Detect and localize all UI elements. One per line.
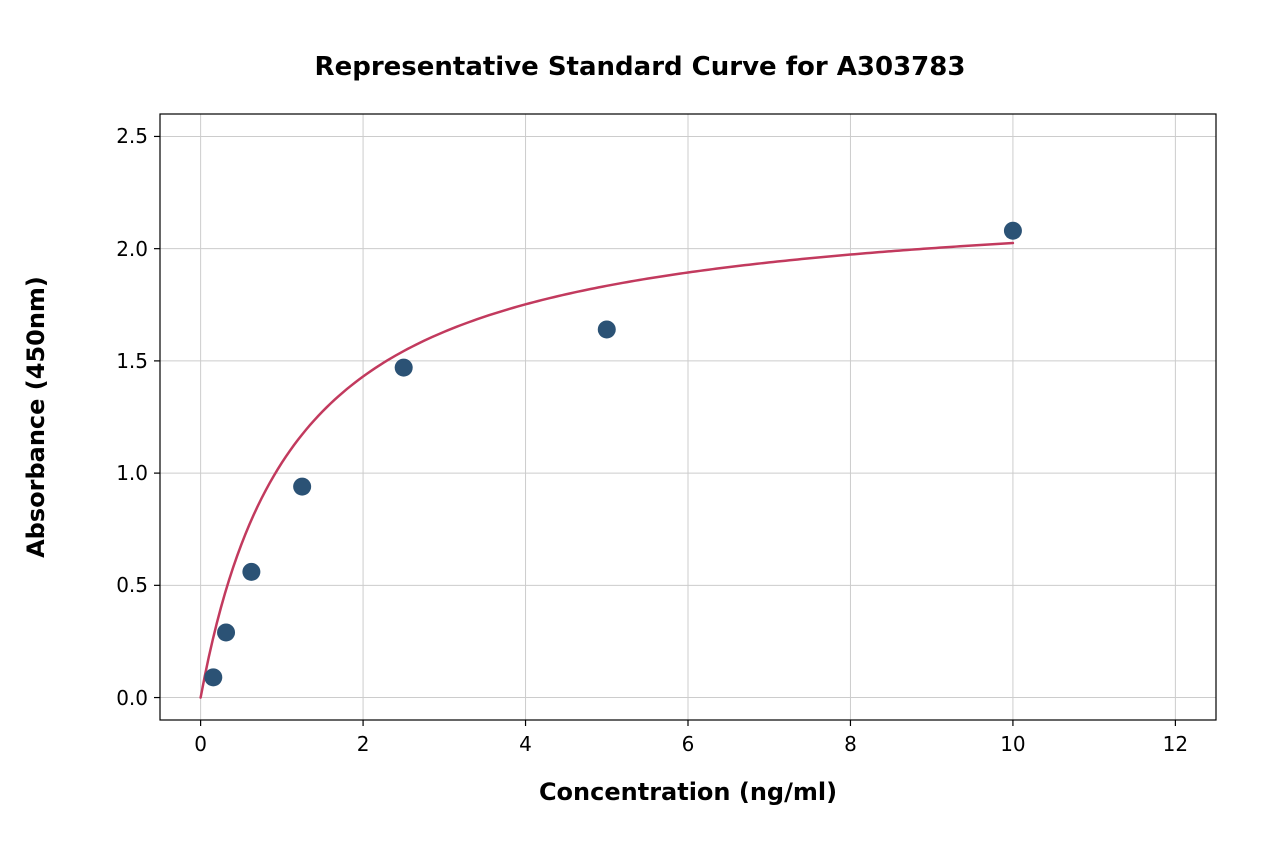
y-axis-label: Absorbance (450nm)	[22, 276, 50, 558]
y-axis-label-wrap: Absorbance (450nm)	[50, 135, 78, 417]
chart-svg	[0, 0, 1280, 845]
y-tick-label: 0.0	[116, 686, 148, 710]
chart-title: Representative Standard Curve for A30378…	[0, 52, 1280, 82]
data-point	[242, 563, 260, 581]
y-tick-label: 0.5	[116, 573, 148, 597]
data-point	[395, 359, 413, 377]
data-point	[1004, 222, 1022, 240]
y-tick-label: 1.5	[116, 349, 148, 373]
x-tick-label: 4	[519, 732, 532, 756]
data-point	[598, 320, 616, 338]
x-tick-label: 2	[357, 732, 370, 756]
x-tick-label: 8	[844, 732, 857, 756]
x-tick-label: 0	[194, 732, 207, 756]
data-point	[293, 478, 311, 496]
data-point	[204, 668, 222, 686]
x-axis-label: Concentration (ng/ml)	[539, 778, 837, 806]
data-point	[217, 623, 235, 641]
y-tick-label: 1.0	[116, 461, 148, 485]
x-tick-label: 6	[682, 732, 695, 756]
y-tick-label: 2.5	[116, 124, 148, 148]
chart-figure: Representative Standard Curve for A30378…	[0, 0, 1280, 845]
x-tick-label: 10	[1000, 732, 1025, 756]
y-tick-label: 2.0	[116, 237, 148, 261]
x-tick-label: 12	[1163, 732, 1188, 756]
